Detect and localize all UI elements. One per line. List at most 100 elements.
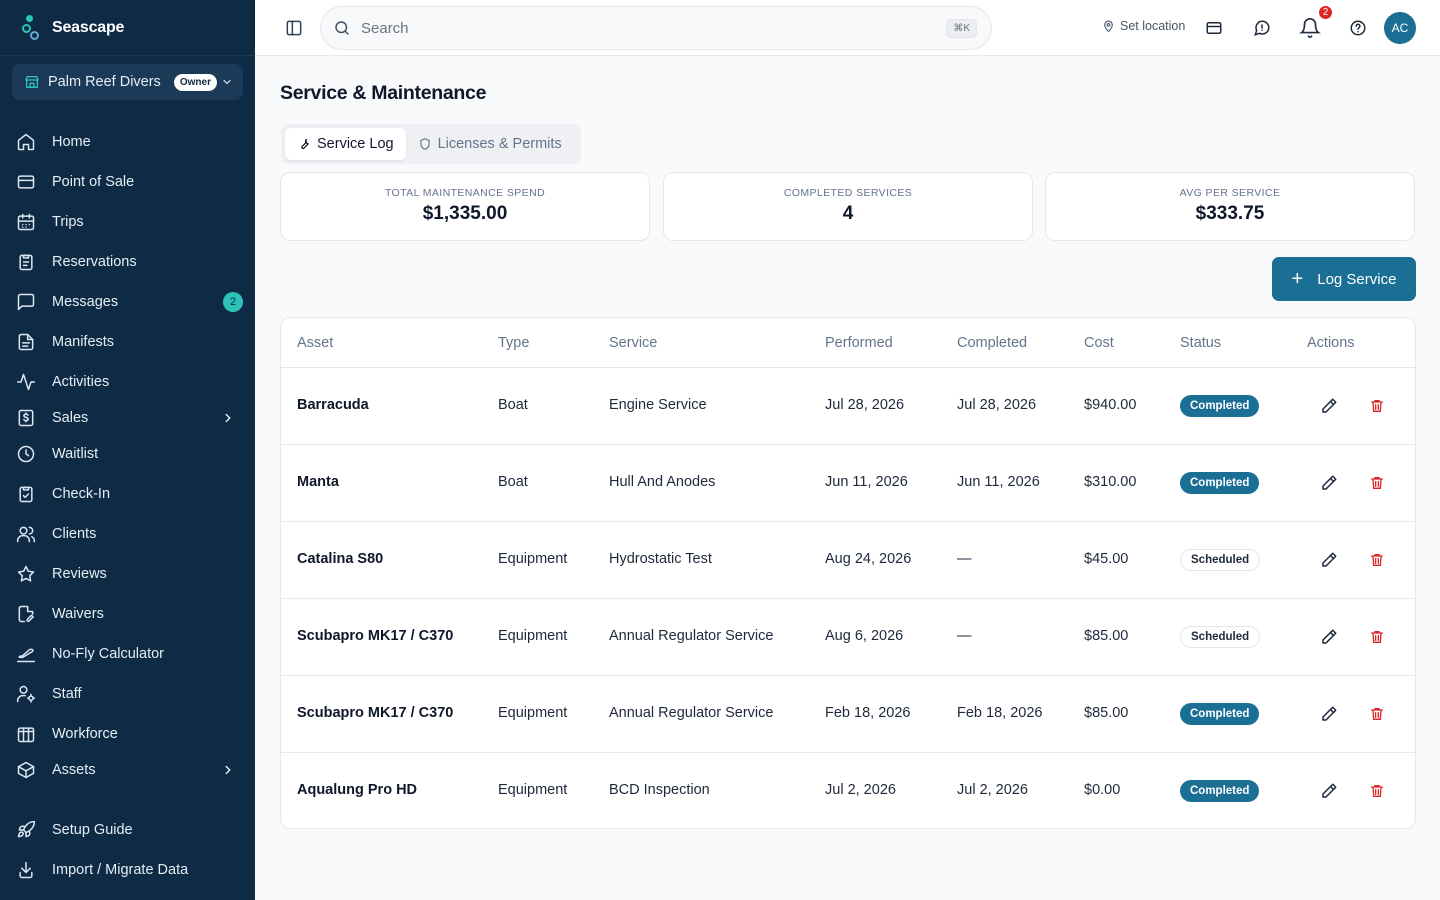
sidebar-item-home[interactable]: Home (0, 122, 255, 162)
sidebar-item-staff[interactable]: Staff (0, 674, 255, 714)
sidebar-item-import-migrate-data[interactable]: Import / Migrate Data (0, 850, 255, 890)
sidebar-item-waivers[interactable]: Waivers (0, 594, 255, 634)
search-input[interactable] (361, 19, 947, 37)
cell-asset: Aqualung Pro HD (297, 782, 418, 798)
sidebar-item-label: Reservations (52, 254, 137, 270)
sidebar-toggle-icon[interactable] (284, 18, 304, 38)
search-shortcut: ⌘K (946, 18, 977, 38)
edit-icon[interactable] (1318, 549, 1340, 571)
cell-performed: Jul 28, 2026 (825, 397, 905, 413)
brand[interactable]: Seascape (0, 0, 255, 56)
stat-value: $333.75 (1195, 203, 1265, 224)
cell-performed: Aug 6, 2026 (825, 628, 904, 644)
sidebar-item-point-of-sale[interactable]: Point of Sale (0, 162, 255, 202)
cell-service: Hull And Anodes (609, 474, 716, 490)
notification-badge: 2 (1317, 4, 1334, 21)
sidebar-item-clients[interactable]: Clients (0, 514, 255, 554)
cell-type: Equipment (498, 705, 568, 721)
table-row[interactable]: Catalina S80 Equipment Hydrostatic Test Aug… (281, 522, 1415, 599)
sidebar-item-label: Reviews (52, 566, 107, 582)
register-icon[interactable] (1202, 16, 1226, 40)
sidebar-item-workforce[interactable]: Workforce (0, 714, 255, 754)
trash-icon[interactable] (1366, 472, 1388, 494)
edit-icon[interactable] (1318, 626, 1340, 648)
clock-icon (16, 444, 36, 464)
sidebar-item-label: No-Fly Calculator (52, 646, 164, 662)
home-icon (16, 132, 36, 152)
sidebar-item-reviews[interactable]: Reviews (0, 554, 255, 594)
cell-service: Annual Regulator Service (609, 705, 774, 721)
cell-cost: $310.00 (1084, 474, 1137, 490)
trash-icon[interactable] (1366, 703, 1388, 725)
sidebar-item-reservations[interactable]: Reservations (0, 242, 255, 282)
cell-cost: $85.00 (1084, 705, 1129, 721)
sidebar-item-label: Check-In (52, 486, 111, 502)
search-icon (335, 21, 349, 35)
stat-total-spend: TOTAL MAINTENANCE SPEND $1,335.00 (280, 172, 650, 241)
sidebar-item-check-in[interactable]: Check-In (0, 474, 255, 514)
edit-icon[interactable] (1318, 395, 1340, 417)
stat-label: TOTAL MAINTENANCE SPEND (384, 187, 546, 199)
sidebar-item-setup-guide[interactable]: Setup Guide (0, 810, 255, 850)
stat-label: AVG PER SERVICE (1179, 187, 1281, 199)
edit-icon[interactable] (1318, 780, 1340, 802)
sidebar-item-no-fly-calculator[interactable]: No-Fly Calculator (0, 634, 255, 674)
table-row[interactable]: Scubapro MK17 / C370 Equipment Annual Regu… (281, 676, 1415, 753)
status-badge: Scheduled (1180, 626, 1261, 648)
sidebar-item-label: Waitlist (52, 446, 99, 462)
cell-asset: Scubapro MK17 / C370 (297, 628, 454, 644)
cell-completed: — (957, 628, 972, 644)
column-header: Type (498, 335, 530, 351)
trash-icon[interactable] (1366, 549, 1388, 571)
log-service-button[interactable]: + Log Service (1272, 257, 1416, 301)
sidebar-item-label: Assets (52, 762, 96, 778)
help-icon[interactable] (1346, 16, 1370, 40)
org-switcher[interactable]: Palm Reef Divers Owner (12, 64, 243, 100)
sidebar-item-manifests[interactable]: Manifests (0, 322, 255, 362)
tab-bar: Service Log Licenses & Permits (281, 124, 581, 164)
search-bar[interactable]: ⌘K (320, 6, 992, 50)
sidebar-item-messages[interactable]: Messages 2 (0, 282, 255, 322)
calendar-icon (16, 212, 36, 232)
sidebar-item-label: Clients (52, 526, 97, 542)
tab-service-log[interactable]: Service Log (285, 128, 406, 160)
activity-icon (16, 372, 36, 392)
sidebar-item-sales[interactable]: Sales (0, 398, 255, 438)
trash-icon[interactable] (1366, 626, 1388, 648)
sidebar-item-waitlist[interactable]: Waitlist (0, 434, 255, 474)
edit-icon[interactable] (1318, 703, 1340, 725)
cell-service: Engine Service (609, 397, 707, 413)
table-row[interactable]: Manta Boat Hull And Anodes Jun 11, 2026 Jun … (281, 445, 1415, 522)
edit-icon[interactable] (1318, 472, 1340, 494)
cell-type: Equipment (498, 628, 568, 644)
sidebar-item-activities[interactable]: Activities (0, 362, 255, 402)
column-header: Asset (297, 335, 334, 351)
cell-performed: Aug 24, 2026 (825, 551, 912, 567)
columns-icon (16, 724, 36, 744)
status-badge: Completed (1180, 472, 1260, 494)
chevron-right-icon (225, 413, 231, 423)
tab-licenses-permits[interactable]: Licenses & Permits (406, 128, 574, 160)
cell-service: BCD Inspection (609, 782, 710, 798)
trash-icon[interactable] (1366, 780, 1388, 802)
cell-type: Boat (498, 397, 528, 413)
sidebar-item-trips[interactable]: Trips (0, 202, 255, 242)
trash-icon[interactable] (1366, 395, 1388, 417)
cell-cost: $85.00 (1084, 628, 1129, 644)
set-location-button[interactable]: Set location (1102, 19, 1185, 33)
set-location-label: Set location (1120, 19, 1186, 33)
table-row[interactable]: Barracuda Boat Engine Service Jul 28, 2026 J… (281, 368, 1415, 445)
sidebar-item-label: Activities (52, 374, 110, 390)
plus-icon: + (1291, 267, 1304, 290)
column-header: Performed (825, 335, 893, 351)
bell-icon[interactable] (1298, 16, 1322, 40)
cell-cost: $940.00 (1084, 397, 1137, 413)
sidebar-item-assets[interactable]: Assets (0, 750, 255, 790)
cell-type: Boat (498, 474, 528, 490)
rocket-icon (16, 820, 36, 840)
sidebar-item-label: Import / Migrate Data (52, 862, 189, 878)
chat-icon[interactable] (1250, 16, 1274, 40)
table-row[interactable]: Aqualung Pro HD Equipment BCD Inspection Ju… (281, 753, 1415, 828)
table-row[interactable]: Scubapro MK17 / C370 Equipment Annual Regu… (281, 599, 1415, 676)
avatar[interactable]: AC (1384, 12, 1416, 44)
